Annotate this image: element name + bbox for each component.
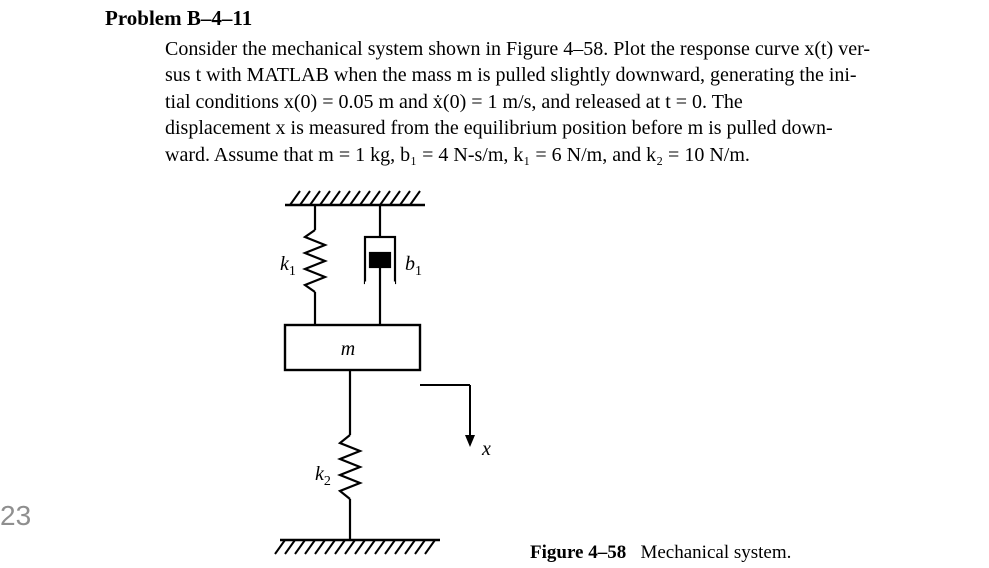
body-line-2: sus t with MATLAB when the mass m is pul… xyxy=(165,62,940,88)
page: Problem B–4–11 Consider the mechanical s… xyxy=(0,0,989,568)
problem-body: Consider the mechanical system shown in … xyxy=(165,36,940,168)
floor xyxy=(275,540,440,554)
body-line-1: Consider the mechanical system shown in … xyxy=(165,36,940,62)
problem-title: Problem B–4–11 xyxy=(105,6,252,31)
page-number-stub: 23 xyxy=(0,500,31,532)
x-arrow xyxy=(420,385,475,447)
figure-caption: Figure 4–58 Mechanical system. xyxy=(530,542,791,564)
body-line-3: tial conditions x(0) = 0.05 m and ẋ(0) =… xyxy=(165,89,940,115)
figure-caption-text: Mechanical system. xyxy=(640,542,791,563)
body-line-5: ward. Assume that m = 1 kg, b₁ = 4 N-s/m… xyxy=(165,142,940,168)
label-m: m xyxy=(341,338,355,360)
label-k1: k1 xyxy=(280,253,296,279)
body-line-4: displacement x is measured from the equi… xyxy=(165,115,940,141)
label-k2: k2 xyxy=(315,463,331,489)
damper-b1 xyxy=(365,205,395,325)
spring-k1 xyxy=(305,205,325,325)
label-b1: b1 xyxy=(405,253,422,279)
label-x: x xyxy=(481,438,491,460)
figure-svg: k1 b1 m xyxy=(230,185,530,565)
spring-k2 xyxy=(340,435,360,540)
mass-block: m xyxy=(285,325,420,370)
figure: k1 b1 m xyxy=(230,185,530,565)
figure-caption-number: Figure 4–58 xyxy=(530,542,626,563)
ceiling xyxy=(285,191,425,205)
